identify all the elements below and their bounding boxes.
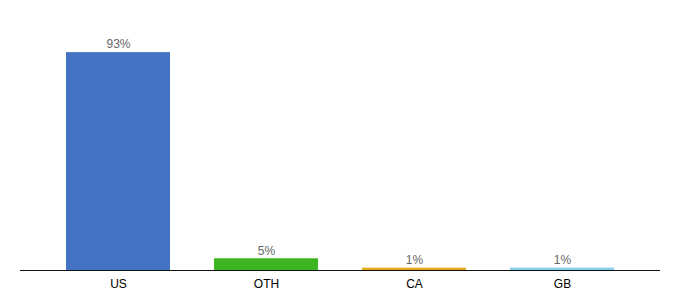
svg-text:OTH: OTH [254,277,279,291]
svg-text:5%: 5% [258,244,276,258]
svg-text:1%: 1% [554,253,572,267]
svg-text:1%: 1% [406,253,424,267]
svg-text:CA: CA [406,277,423,291]
svg-text:GB: GB [554,277,571,291]
svg-text:US: US [110,277,127,291]
svg-text:93%: 93% [106,37,130,51]
